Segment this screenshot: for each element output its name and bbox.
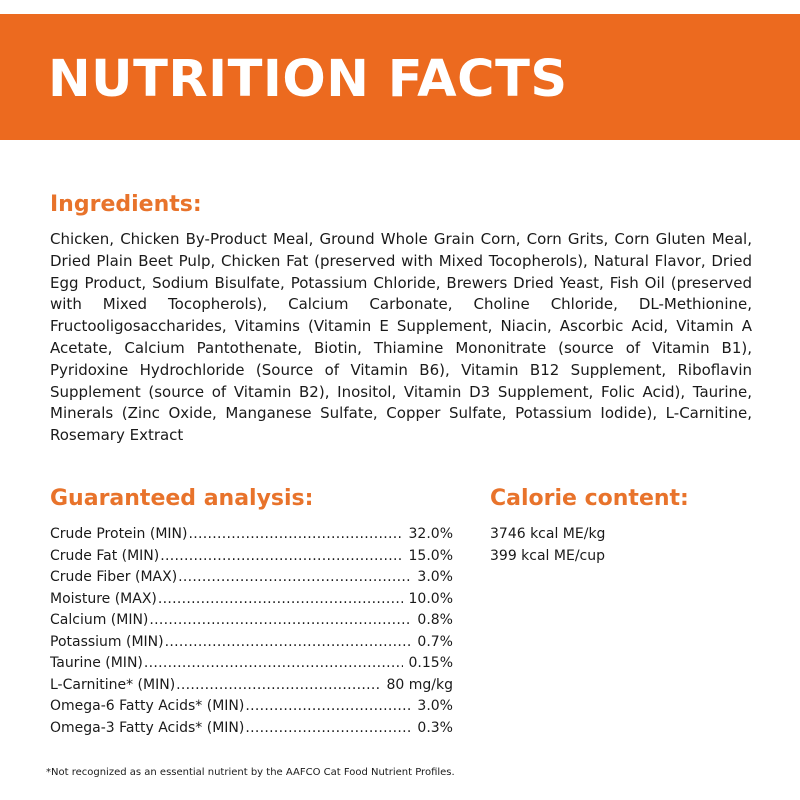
- dot-leader: [165, 634, 412, 650]
- calorie-content-list: 3746 kcal ME/kg 399 kcal ME/cup: [490, 526, 605, 569]
- nutrient-name: Taurine (MIN): [50, 655, 143, 671]
- nutrient-value: 0.7%: [417, 633, 453, 650]
- nutrient-name: Crude Protein (MIN): [50, 526, 188, 542]
- page-title: NUTRITION FACTS: [48, 50, 568, 109]
- analysis-row: Crude Protein (MIN) 32.0%: [50, 526, 453, 548]
- nutrient-value: 80 mg/kg: [386, 676, 454, 693]
- guaranteed-analysis-heading: Guaranteed analysis:: [50, 486, 314, 511]
- analysis-row: Calcium (MIN) 0.8%: [50, 612, 453, 634]
- analysis-row: L-Carnitine* (MIN) 80 mg/kg: [50, 677, 453, 699]
- nutrient-name: Crude Fat (MIN): [50, 547, 160, 564]
- dot-leader: [245, 720, 411, 736]
- dot-leader: [176, 677, 380, 693]
- analysis-row: Taurine (MIN) 0.15%: [50, 655, 453, 677]
- analysis-row: Crude Fiber (MAX) 3.0%: [50, 569, 453, 591]
- dot-leader: [245, 698, 411, 714]
- ingredients-list: Chicken, Chicken By-Product Meal, Ground…: [50, 230, 752, 445]
- dot-leader: [144, 655, 403, 671]
- nutrient-value: 0.3%: [417, 719, 453, 736]
- nutrient-name: Moisture (MAX): [50, 590, 157, 607]
- analysis-row: Omega-3 Fatty Acids* (MIN) 0.3%: [50, 720, 453, 742]
- calorie-line: 399 kcal ME/cup: [490, 547, 605, 564]
- guaranteed-analysis-table: Crude Protein (MIN) 32.0% Crude Fat (MIN)…: [50, 526, 453, 741]
- nutrient-value: 15.0%: [408, 547, 453, 564]
- nutrient-name: Potassium (MIN): [50, 633, 164, 650]
- calorie-content-heading: Calorie content:: [490, 486, 689, 511]
- nutrient-name: Omega-6 Fatty Acids* (MIN): [50, 698, 245, 714]
- nutrient-value: 10.0%: [408, 590, 453, 607]
- ingredients-heading: Ingredients:: [50, 192, 202, 217]
- nutrient-name: Omega-3 Fatty Acids* (MIN): [50, 719, 245, 736]
- nutrient-name: Crude Fiber (MAX): [50, 569, 178, 585]
- calorie-line: 3746 kcal ME/kg: [490, 526, 606, 542]
- footnote: *Not recognized as an essential nutrient…: [46, 767, 455, 778]
- dot-leader: [158, 591, 403, 607]
- analysis-row: Potassium (MIN) 0.7%: [50, 634, 453, 656]
- nutrient-value: 0.8%: [417, 612, 453, 628]
- nutrient-value: 3.0%: [417, 569, 453, 585]
- nutrient-value: 0.15%: [408, 655, 453, 671]
- analysis-row: Omega-6 Fatty Acids* (MIN) 3.0%: [50, 698, 453, 720]
- dot-leader: [160, 548, 402, 564]
- title-banner: NUTRITION FACTS: [0, 14, 800, 140]
- dot-leader: [149, 612, 411, 628]
- nutrient-value: 32.0%: [408, 526, 453, 542]
- nutrient-name: L-Carnitine* (MIN): [50, 676, 176, 693]
- dot-leader: [188, 526, 402, 542]
- nutrient-value: 3.0%: [417, 698, 453, 714]
- dot-leader: [178, 569, 411, 585]
- nutrient-name: Calcium (MIN): [50, 612, 149, 628]
- analysis-row: Crude Fat (MIN) 15.0%: [50, 548, 453, 570]
- analysis-row: Moisture (MAX) 10.0%: [50, 591, 453, 613]
